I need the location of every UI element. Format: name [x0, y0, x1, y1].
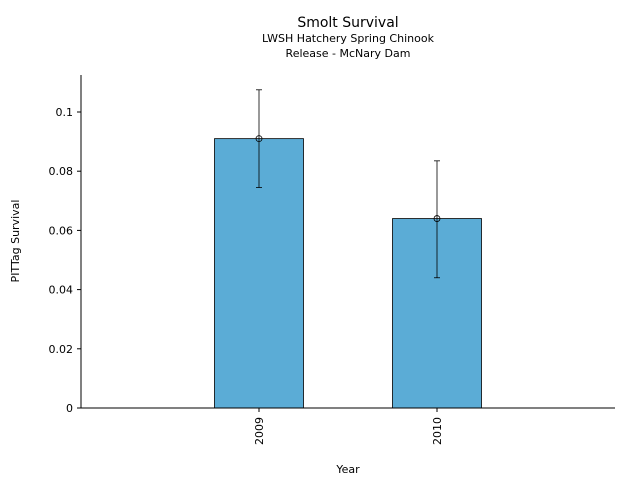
x-axis-label: Year [335, 463, 360, 476]
y-tick-label: 0.02 [49, 343, 74, 356]
x-tick-label: 2009 [253, 417, 266, 445]
y-tick-label: 0 [66, 402, 73, 415]
value-marker [433, 215, 441, 222]
chart-subtitle-line-1: LWSH Hatchery Spring Chinook [262, 32, 435, 45]
value-marker [255, 135, 263, 143]
y-tick-label: 0.06 [49, 224, 74, 237]
y-tick-label: 0.04 [49, 284, 74, 297]
y-axis-label: PITTag Survival [9, 200, 22, 283]
y-tick-label: 0.1 [56, 106, 74, 119]
chart-subtitle-line-2: Release - McNary Dam [286, 47, 411, 60]
chart-title: Smolt Survival [297, 15, 398, 31]
x-tick-label: 2010 [431, 417, 444, 445]
y-tick-label: 0.08 [49, 165, 74, 178]
plot-area: 0 0.02 0.04 0.06 0.08 0.1 2009 2010 [49, 89, 482, 445]
